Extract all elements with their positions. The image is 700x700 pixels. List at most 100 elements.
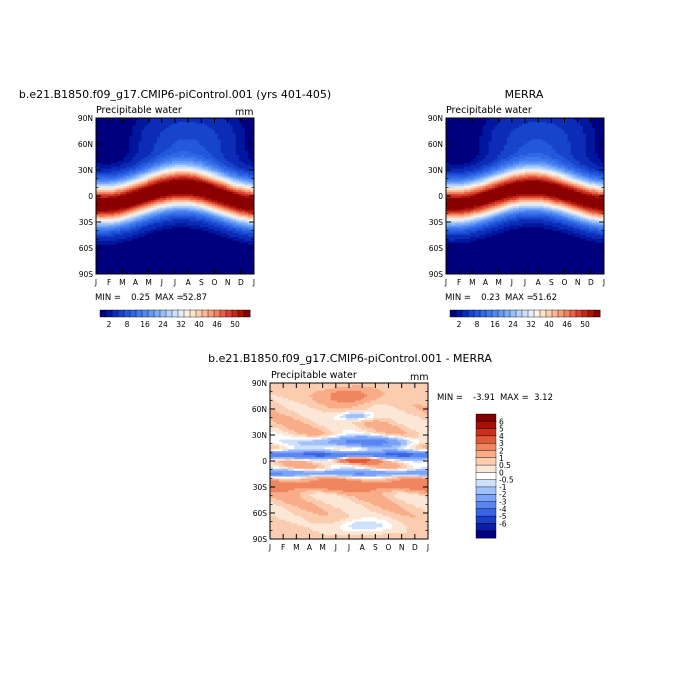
y-tick-label: 30N (252, 431, 267, 440)
contour-cell (403, 437, 411, 440)
contour-cell (570, 141, 587, 144)
contour-cell (175, 164, 188, 168)
colorbar-swatch (515, 309, 523, 318)
contour-cell (361, 443, 383, 446)
contour-cell (150, 203, 155, 207)
contour-cell (144, 176, 149, 179)
contour-cell (220, 203, 225, 207)
contour-cell (144, 213, 149, 216)
contour-cell (244, 178, 252, 181)
contour-cell (147, 223, 155, 226)
contour-cell (582, 170, 590, 173)
contour-cell (247, 211, 255, 214)
contour-cell (220, 207, 225, 211)
contour-cell (355, 496, 386, 499)
colorbar-tick-label: -2 (499, 490, 507, 499)
contour-cell (159, 166, 167, 170)
contour-cell (199, 178, 203, 181)
contour-cell (555, 199, 562, 203)
contour-cell (141, 137, 158, 140)
contour-cell (367, 429, 377, 433)
contour-cell (117, 182, 124, 185)
colorbar-swatch (237, 309, 245, 318)
contour-cell (147, 121, 179, 125)
contour-cell (573, 203, 578, 207)
contour-cell (135, 227, 142, 230)
contour-cell (509, 174, 514, 177)
contour-cell (129, 141, 139, 144)
contour-cell (424, 496, 429, 499)
contour-cell (491, 207, 496, 211)
contour-cell (561, 180, 565, 183)
contour-cell (597, 155, 605, 158)
contour-cell (594, 209, 602, 212)
contour-cell (168, 170, 176, 173)
contour-cell (138, 207, 142, 211)
contour-cell (96, 129, 133, 133)
contour-cell (244, 139, 255, 142)
contour-cell (144, 168, 149, 172)
contour-cell (126, 190, 130, 193)
contour-cell (488, 170, 492, 173)
contour-cell (168, 194, 194, 197)
contour-cell (570, 147, 587, 150)
contour-cell (397, 449, 414, 452)
contour-cell (394, 459, 402, 462)
contour-cell (138, 233, 149, 236)
colorbar-swatch (581, 309, 589, 318)
x-tick-label: J (523, 278, 526, 287)
contour-cell (141, 180, 146, 183)
contour-cell (579, 209, 584, 212)
contour-cell (352, 474, 377, 477)
contour-cell (400, 459, 426, 462)
contour-cell (518, 196, 544, 199)
contour-cell (473, 182, 480, 185)
contour-cell (397, 468, 408, 472)
contour-cell (162, 168, 167, 172)
contour-cell (585, 186, 590, 189)
contour-cell (196, 172, 200, 175)
contour-cell (123, 217, 127, 220)
contour-cell (270, 529, 313, 532)
contour-cell (500, 201, 505, 205)
contour-cell (373, 427, 402, 431)
contour-cell (518, 170, 526, 173)
contour-cell (270, 388, 326, 392)
contour-cell (129, 174, 133, 177)
contour-cell (576, 207, 581, 211)
contour-cell (270, 402, 280, 405)
contour-cell (585, 182, 590, 185)
contour-cell (211, 217, 215, 220)
contour-cell (500, 205, 505, 209)
contour-cell (594, 147, 605, 150)
contour-cell (494, 217, 502, 220)
contour-cell (597, 211, 605, 214)
contour-cell (208, 160, 215, 164)
contour-cell (270, 461, 274, 464)
contour-cell (156, 205, 161, 209)
min-label: MIN = (445, 293, 471, 303)
contour-cell (494, 219, 502, 222)
contour-cell (497, 229, 511, 232)
contour-cell (361, 420, 374, 423)
contour-cell (144, 209, 149, 212)
contour-cell (129, 217, 133, 220)
contour-cell (585, 135, 596, 138)
contour-cell (494, 215, 499, 218)
contour-cell (147, 225, 164, 228)
colorbar-swatch (485, 309, 493, 318)
contour-cell (193, 160, 203, 164)
contour-cell (205, 215, 209, 218)
contour-cell (126, 192, 133, 195)
contour-cell (247, 215, 255, 218)
contour-cell (512, 170, 520, 173)
contour-cell (114, 194, 121, 197)
contour-cell (473, 219, 480, 222)
contour-cell (555, 203, 562, 207)
contour-cell (223, 205, 228, 209)
contour-cell (555, 151, 571, 154)
contour-cell (476, 225, 483, 228)
contour-cell (193, 203, 197, 207)
contour-cell (129, 205, 133, 209)
contour-cell (96, 188, 115, 191)
